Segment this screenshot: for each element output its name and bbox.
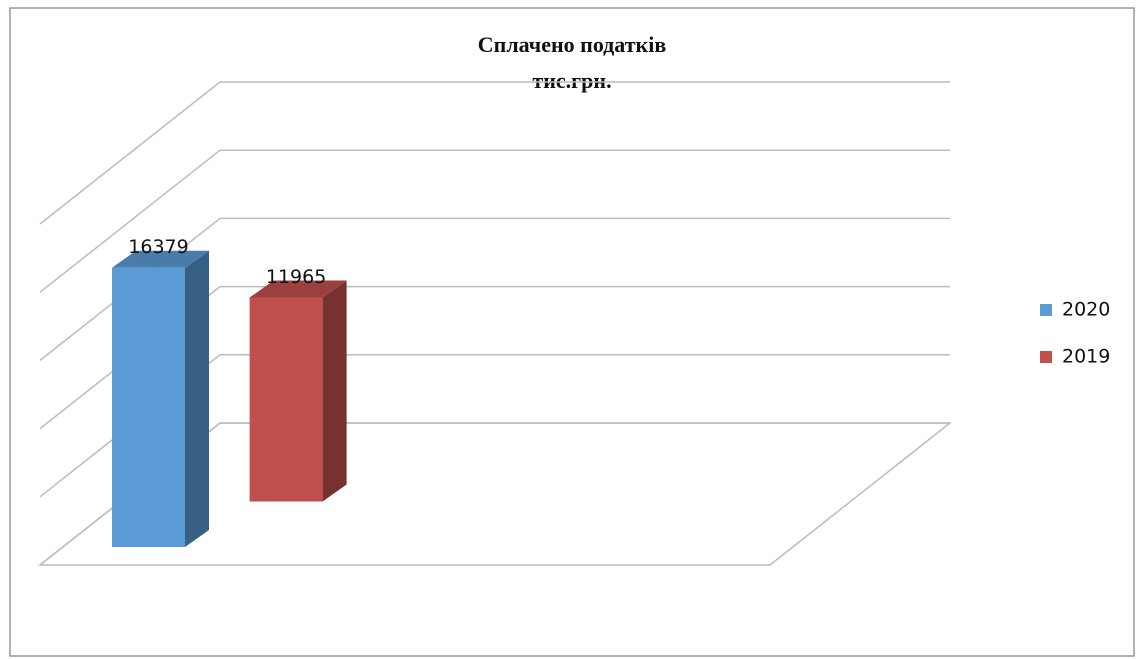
- grid-line: [39, 422, 950, 566]
- data-label: 11965: [266, 266, 326, 288]
- grid-line: [39, 217, 950, 361]
- bar-front: [112, 267, 185, 547]
- bar-top: [249, 280, 347, 298]
- chart-title: Сплачено податків: [478, 32, 667, 57]
- grid-line: [39, 81, 950, 225]
- legend-swatch: [1040, 351, 1052, 363]
- bar-side: [322, 280, 347, 502]
- bar: [249, 280, 347, 502]
- chart-subtitle: тис.грн.: [532, 68, 611, 93]
- legend-swatch: [1040, 304, 1052, 316]
- grid-line: [39, 354, 950, 498]
- grid-line: [39, 285, 950, 430]
- bar-top: [112, 250, 209, 268]
- bar-side: [185, 250, 209, 548]
- legend-label: 2019: [1062, 346, 1110, 368]
- legend-label: 2020: [1062, 299, 1110, 321]
- grid-line: [39, 149, 950, 293]
- bar-front: [249, 297, 323, 502]
- bar: [112, 250, 209, 548]
- data-label: 16379: [128, 236, 188, 258]
